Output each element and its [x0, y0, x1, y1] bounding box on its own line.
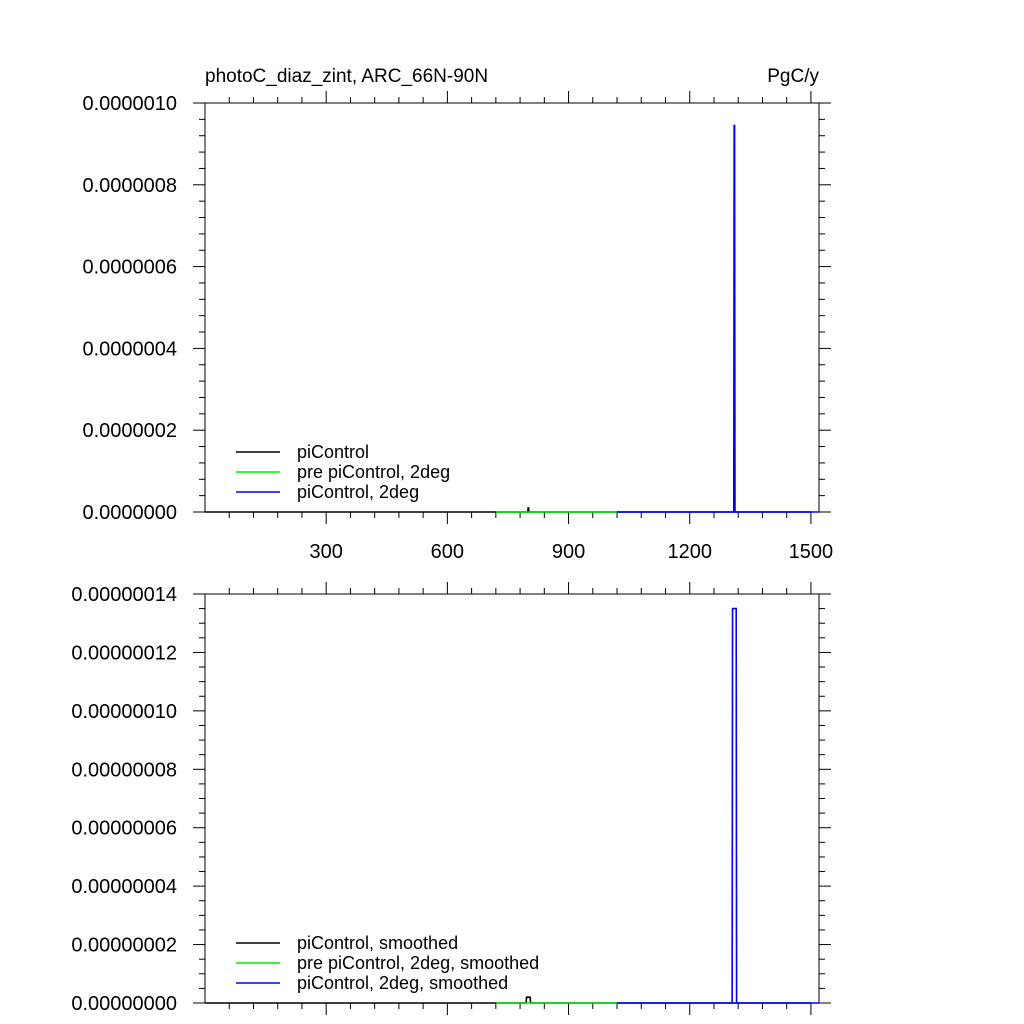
y-tick-label: 0.00000012	[71, 642, 177, 664]
y-tick-label: 0.00000000	[71, 993, 177, 1015]
y-tick-label: 0.0000006	[82, 257, 177, 279]
y-tick-label: 0.00000010	[71, 701, 177, 723]
series-line-2	[617, 607, 819, 1004]
y-tick-label: 0.00000004	[71, 876, 177, 898]
x-tick-label: 300	[309, 541, 342, 563]
series-line-0	[205, 996, 811, 1004]
y-tick-label: 0.00000006	[71, 818, 177, 840]
y-tick-label: 0.0000002	[82, 420, 177, 442]
legend-label-0: piControl	[297, 442, 369, 462]
series-line-2	[617, 124, 819, 513]
y-tick-label: 0.00000002	[71, 935, 177, 957]
legend-label-1: pre piControl, 2deg, smoothed	[297, 953, 539, 973]
units-label: PgC/y	[767, 66, 819, 87]
y-tick-label: 0.00000014	[71, 584, 177, 606]
chart-title: photoC_diaz_zint, ARC_66N-90N	[205, 66, 488, 87]
bottom-panel: 0.00000000 0.00000002 0.00000004 0.00000006…	[71, 582, 831, 1015]
y-tick-label: 0.0000010	[82, 93, 177, 115]
x-tick-label: 600	[431, 541, 464, 563]
y-tick-label: 0.0000004	[82, 338, 177, 360]
top-panel: 300 600 900 1200 1500 0.0000000 0.0000002 0.000…	[82, 66, 833, 563]
x-tick-label: 1500	[789, 541, 834, 563]
legend-label-2: piControl, 2deg, smoothed	[297, 973, 508, 993]
legend-label-1: pre piControl, 2deg	[297, 462, 450, 482]
y-tick-label: 0.00000008	[71, 759, 177, 781]
legend-label-2: piControl, 2deg	[297, 482, 419, 502]
x-tick-label: 1200	[667, 541, 712, 563]
x-tick-label: 900	[552, 541, 585, 563]
legend-label-0: piControl, smoothed	[297, 933, 458, 953]
y-tick-label: 0.0000008	[82, 175, 177, 197]
y-tick-label: 0.0000000	[82, 502, 177, 524]
